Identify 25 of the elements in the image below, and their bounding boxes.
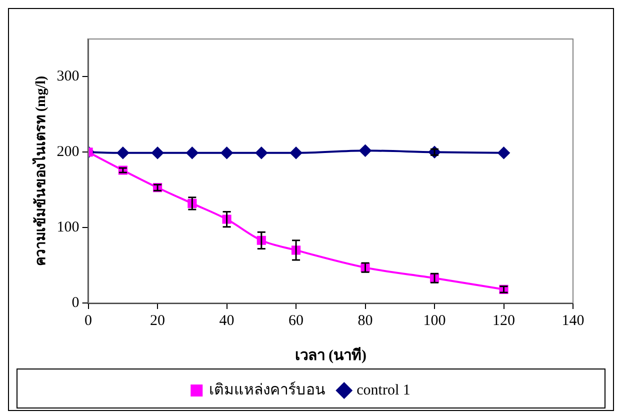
y-tick-label: 300: [56, 68, 80, 85]
point: [116, 146, 129, 159]
point: [152, 146, 164, 159]
point: [498, 146, 510, 159]
x-tick-label: 100: [423, 312, 446, 329]
x-tick-label: 20: [150, 312, 166, 329]
y-axis-title: ความเข้มข้นของไนเตรท (mg/l): [31, 76, 50, 266]
point: [255, 146, 268, 159]
x-tick-label: 0: [84, 312, 92, 329]
point: [186, 146, 198, 159]
point: [220, 146, 233, 159]
legend-label: เติมแหล่งคาร์บอน: [209, 381, 326, 398]
x-tick-label: 140: [562, 312, 584, 329]
x-tick-label: 40: [219, 312, 234, 329]
y-tick-label: 200: [56, 144, 80, 160]
point: [359, 144, 372, 157]
legend-label: control 1: [356, 382, 410, 398]
x-tick-label: 120: [492, 312, 516, 329]
x-tick-label: 60: [288, 312, 304, 329]
y-tick-label: 100: [56, 220, 80, 236]
x-axis-title: เวลา (นาที): [294, 346, 367, 364]
point: [290, 146, 302, 159]
x-tick-label: 80: [358, 312, 373, 329]
y-tick-label: 0: [72, 294, 80, 311]
point: [428, 146, 441, 158]
